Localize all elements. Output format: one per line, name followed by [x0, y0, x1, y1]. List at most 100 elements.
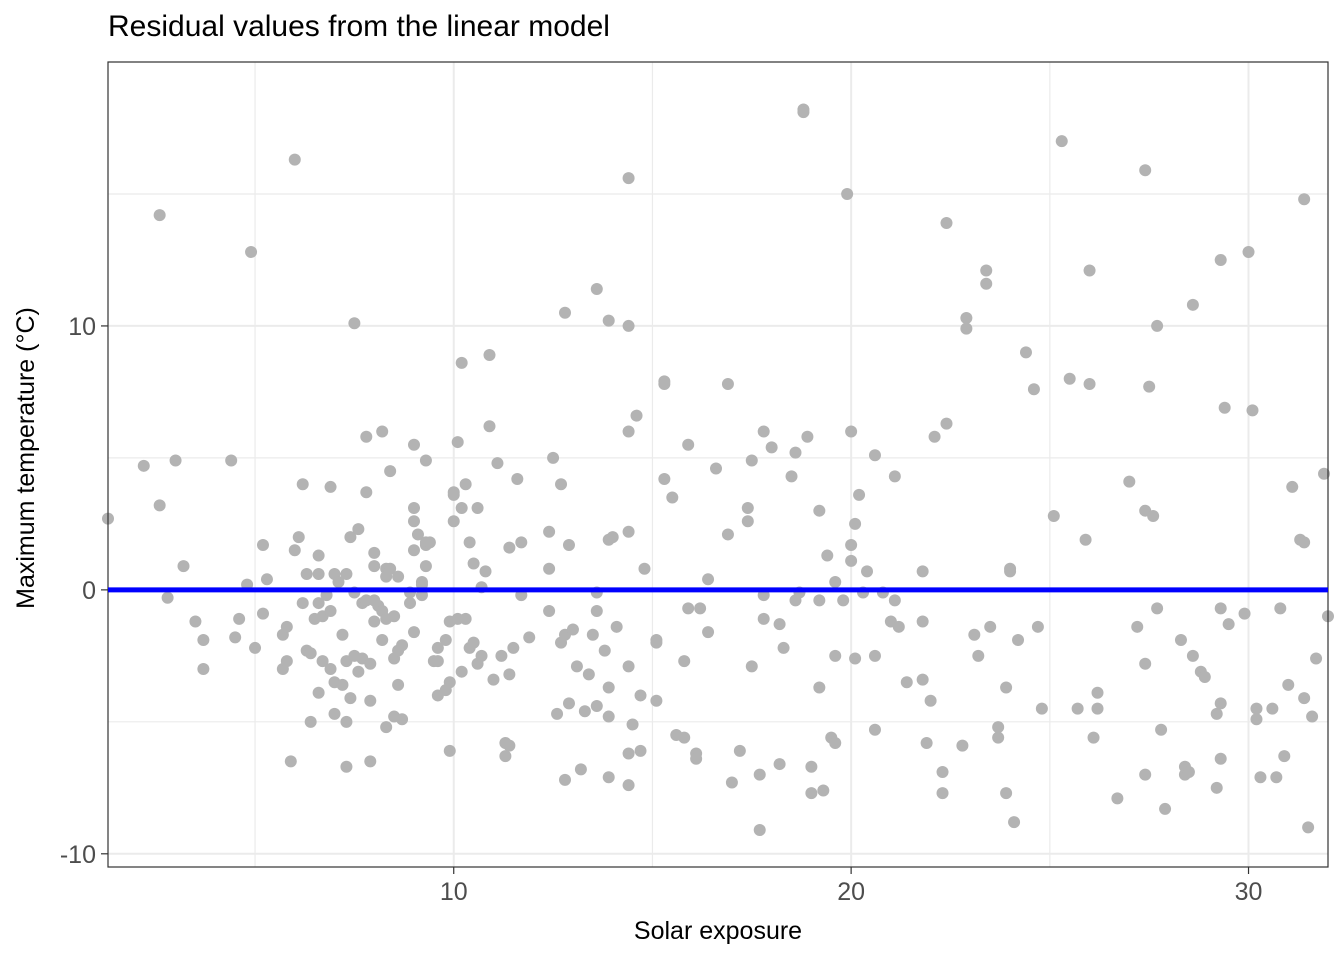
- data-point: [376, 425, 389, 438]
- data-point: [602, 771, 615, 784]
- data-point: [598, 644, 611, 657]
- data-point: [547, 451, 560, 464]
- data-point: [916, 615, 929, 628]
- data-point: [1274, 602, 1287, 615]
- data-point: [340, 715, 353, 728]
- data-point: [384, 465, 397, 478]
- data-point: [602, 314, 615, 327]
- data-point: [829, 736, 842, 749]
- data-point: [678, 731, 691, 744]
- data-point: [1310, 652, 1323, 665]
- data-point: [455, 356, 468, 369]
- data-point: [304, 647, 317, 660]
- data-point: [404, 597, 417, 610]
- data-point: [777, 641, 790, 654]
- data-point: [447, 488, 460, 501]
- data-point: [1047, 509, 1060, 522]
- data-point: [566, 623, 579, 636]
- data-point: [741, 502, 754, 515]
- data-point: [1139, 768, 1152, 781]
- data-point: [936, 787, 949, 800]
- data-point: [797, 106, 810, 119]
- data-point: [463, 536, 476, 549]
- data-point: [407, 502, 420, 515]
- data-point: [733, 744, 746, 757]
- data-point: [725, 776, 738, 789]
- data-point: [821, 549, 834, 562]
- data-point: [1111, 792, 1124, 805]
- data-point: [928, 430, 941, 443]
- data-point: [1298, 193, 1311, 206]
- data-point: [972, 649, 985, 662]
- data-point: [678, 655, 691, 668]
- data-point: [288, 153, 301, 166]
- y-tick-label: 0: [82, 577, 96, 605]
- data-point: [479, 565, 492, 578]
- data-point: [1198, 670, 1211, 683]
- data-point: [868, 449, 881, 462]
- data-point: [694, 602, 707, 615]
- data-point: [578, 705, 591, 718]
- data-point: [169, 454, 182, 467]
- data-point: [1298, 692, 1311, 705]
- data-point: [256, 607, 269, 620]
- data-point: [1055, 135, 1068, 148]
- data-point: [622, 660, 635, 673]
- data-point: [1302, 821, 1315, 834]
- data-point: [332, 575, 345, 588]
- data-point: [1035, 702, 1048, 715]
- data-point: [1210, 781, 1223, 794]
- data-point: [837, 594, 850, 607]
- data-point: [431, 641, 444, 654]
- data-point: [920, 736, 933, 749]
- data-point: [1186, 298, 1199, 311]
- data-point: [1091, 702, 1104, 715]
- data-point: [407, 515, 420, 528]
- data-point: [853, 488, 866, 501]
- data-point: [805, 760, 818, 773]
- data-point: [559, 773, 572, 786]
- data-point: [511, 473, 524, 486]
- data-point: [419, 560, 432, 573]
- x-tick-label: 20: [837, 878, 865, 906]
- data-point: [1071, 702, 1084, 715]
- data-point: [229, 631, 242, 644]
- data-point: [658, 378, 671, 390]
- data-point: [1182, 765, 1195, 778]
- data-point: [813, 504, 826, 517]
- data-point: [1218, 401, 1231, 414]
- data-point: [495, 649, 508, 662]
- data-point: [1306, 710, 1319, 723]
- data-point: [841, 187, 854, 200]
- data-point: [745, 660, 758, 673]
- data-point: [292, 531, 305, 544]
- data-point: [968, 628, 981, 641]
- data-point: [487, 673, 500, 686]
- data-point: [555, 478, 568, 491]
- data-point: [1238, 607, 1251, 620]
- data-point: [765, 441, 778, 454]
- data-point: [829, 575, 842, 588]
- data-point: [924, 694, 937, 707]
- data-point: [396, 713, 409, 726]
- data-point: [1004, 565, 1017, 578]
- data-point: [1318, 467, 1331, 480]
- data-point: [622, 172, 635, 185]
- data-point: [197, 663, 210, 676]
- data-point: [312, 568, 325, 581]
- data-point: [340, 760, 353, 773]
- data-point: [1027, 383, 1040, 396]
- data-point: [336, 678, 349, 691]
- data-point: [455, 502, 468, 515]
- data-point: [503, 739, 516, 752]
- data-point: [702, 573, 715, 586]
- y-tick-label: -10: [60, 841, 96, 869]
- data-point: [396, 639, 409, 652]
- data-point: [590, 700, 603, 712]
- data-point: [562, 539, 575, 551]
- axes: 10 20 30 -10 0 10: [60, 313, 1263, 906]
- data-point: [590, 282, 603, 295]
- data-point: [288, 544, 301, 557]
- chart-title: Residual values from the linear model: [108, 10, 610, 43]
